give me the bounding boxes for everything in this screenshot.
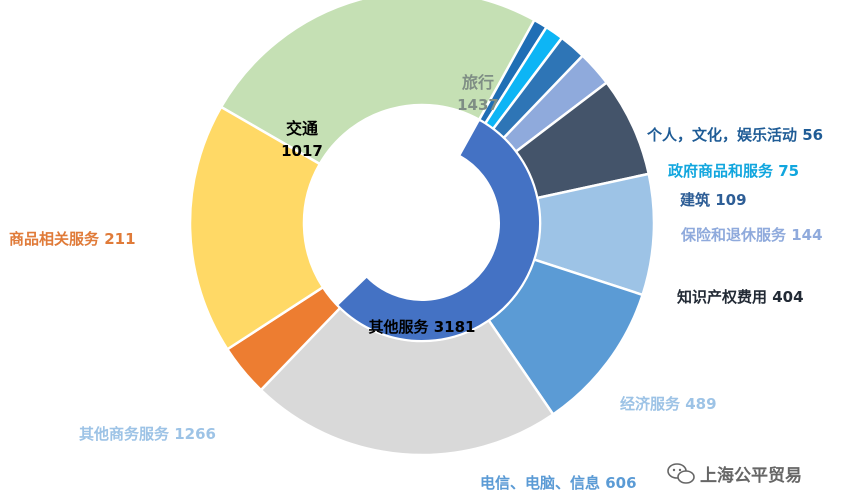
wechat-icon bbox=[667, 463, 695, 484]
outer-slice bbox=[188, 105, 325, 351]
slice-label: 经济服务 489 bbox=[620, 395, 717, 413]
slice-label: 商品相关服务 211 bbox=[9, 230, 136, 248]
slice-label: 建筑 109 bbox=[680, 191, 747, 209]
slice-label: 个人，文化，娱乐活动 56 bbox=[646, 126, 823, 144]
slice-label-name: 旅行 bbox=[462, 73, 494, 92]
slice-label-name: 交通 bbox=[286, 119, 318, 138]
slice-label-value: 1437 bbox=[457, 96, 499, 114]
slice-label: 其他商务服务 1266 bbox=[79, 425, 216, 443]
slice-label: 电信、电脑、信息 606 bbox=[480, 474, 637, 490]
watermark-text: 上海公平贸易 bbox=[700, 465, 802, 486]
slice-labels: 旅行 1437 个人，文化，娱乐活动 56 政府商品和服务 75 建筑 109 保险和退休… bbox=[9, 73, 823, 490]
slice-label: 保险和退休服务 144 bbox=[680, 226, 823, 244]
outer-slice bbox=[219, 0, 537, 166]
inner-slice-label: 其他服务 3181 bbox=[369, 318, 476, 336]
center-hole bbox=[345, 146, 499, 300]
watermark: 上海公平贸易 bbox=[667, 463, 802, 486]
slice-label: 政府商品和服务 75 bbox=[668, 162, 799, 180]
slice-label-value: 1017 bbox=[281, 142, 323, 160]
slice-label: 知识产权费用 404 bbox=[677, 288, 804, 306]
